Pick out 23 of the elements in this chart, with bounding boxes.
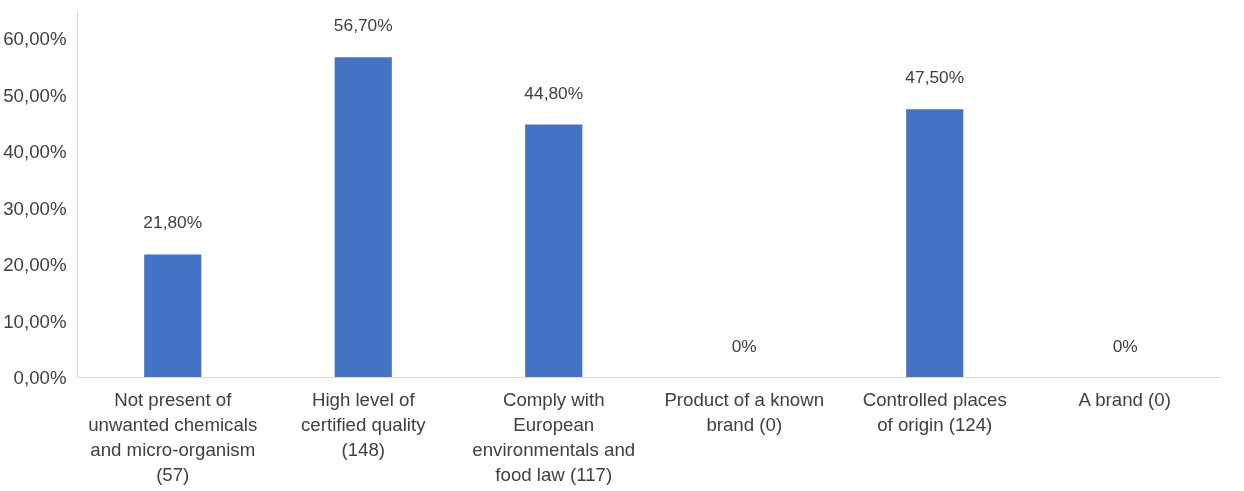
y-tick-label: 10,00%	[3, 310, 67, 332]
bar	[334, 57, 392, 378]
x-tick-label: Not present of unwanted chemicals and micro-organism (57)	[88, 388, 258, 486]
data-label: 0%	[1112, 335, 1138, 356]
y-tick-label: 0,00%	[13, 367, 67, 388]
bar	[144, 254, 202, 378]
bar	[525, 124, 583, 378]
data-label: 0%	[731, 335, 757, 356]
x-tick-label: Comply with European environmentals and food law (117)	[472, 388, 636, 486]
data-label: 44,80%	[524, 82, 584, 103]
y-tick-label: 60,00%	[3, 28, 67, 50]
data-label: 56,70%	[333, 15, 393, 36]
data-label: 47,50%	[905, 67, 965, 88]
bar	[906, 109, 964, 378]
y-tick-label: 40,00%	[3, 141, 67, 163]
x-tick-label: Controlled places of origin (124)	[862, 388, 1007, 435]
x-tick-label: A brand (0)	[1078, 388, 1171, 410]
y-tick-label: 30,00%	[3, 197, 67, 219]
data-label: 21,80%	[143, 212, 203, 233]
y-tick-label: 50,00%	[3, 84, 67, 106]
x-tick-label: Product of a known brand (0)	[664, 388, 825, 435]
x-tick-label: High level of certified quality (148)	[301, 388, 427, 460]
y-tick-label: 20,00%	[3, 254, 67, 276]
